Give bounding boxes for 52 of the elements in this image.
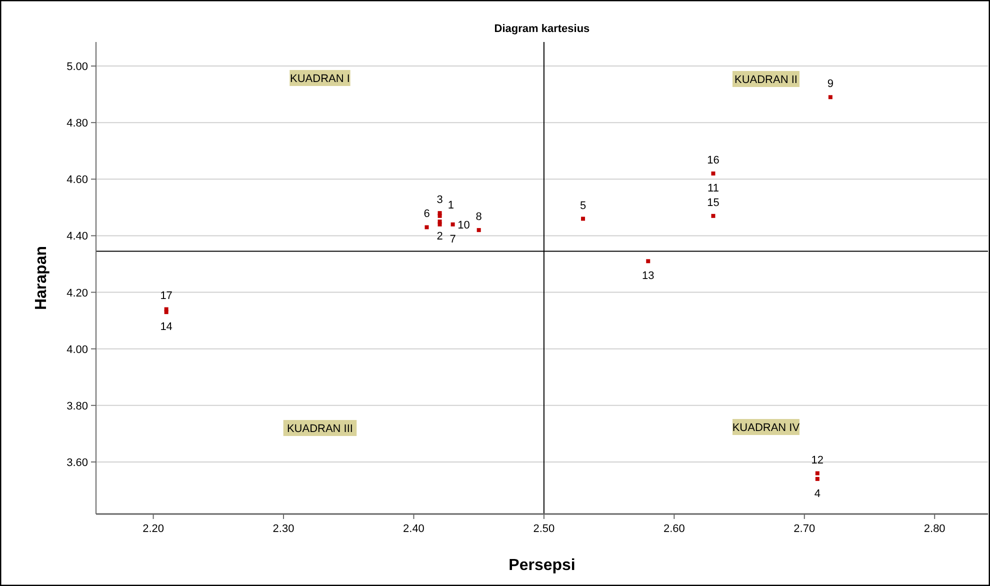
point [424,225,429,230]
annotation: 4 [814,488,820,500]
annotation: 17 [160,290,172,302]
y-tick-label: 4.00 [66,344,88,356]
x-tick-label: 2.40 [403,523,424,535]
point [164,310,168,314]
y-tick-label: 4.20 [66,287,88,300]
annotation: 6 [424,208,430,220]
x-axis-title: Persepsi [508,557,576,574]
y-tick-label: 5.00 [66,61,88,74]
annotation: 7 [450,233,456,246]
x-tick-label: 2.30 [272,523,294,535]
annotation: 5 [580,200,586,212]
x-tick-label: 2.60 [663,523,685,535]
annotation: 10 [458,219,470,232]
y-tick-label: 4.40 [66,230,88,243]
y-tick-label: 4.60 [66,174,88,186]
x-tick-label: 2.20 [142,523,164,535]
annotation: 13 [642,270,654,282]
annotation: 16 [707,154,720,167]
annotation: 9 [827,78,834,90]
y-tick-label: 3.60 [66,456,88,469]
annotation: 2 [436,230,443,243]
point [711,214,716,218]
point [815,476,820,481]
annotation: KUADRAN I [290,73,350,85]
x-tick-label: 2.80 [924,523,946,535]
y-tick-label: 4.80 [66,118,88,130]
annotation: 1 [448,200,454,212]
point [476,228,481,232]
x-tick-label: 2.70 [794,523,816,535]
point [828,95,832,100]
point [450,222,455,226]
annotation: 14 [160,321,172,334]
point [438,214,442,218]
annotation: KUADRAN IV [732,422,800,434]
point [815,471,820,476]
point [581,216,586,221]
point [438,222,442,226]
annotation: 11 [708,182,719,195]
annotation: 3 [436,194,443,206]
x-tick-label: 2.50 [533,523,555,535]
y-axis-title: Harapan [33,246,50,310]
annotation: 15 [707,196,720,209]
annotation: KUADRAN III [286,423,353,435]
point [646,259,650,264]
chart-title: Diagram kartesius [494,23,590,35]
point [711,172,716,176]
annotation: 8 [476,211,482,224]
y-tick-label: 3.80 [66,400,88,412]
annotation: KUADRAN II [734,74,798,86]
annotation: 12 [811,454,824,466]
